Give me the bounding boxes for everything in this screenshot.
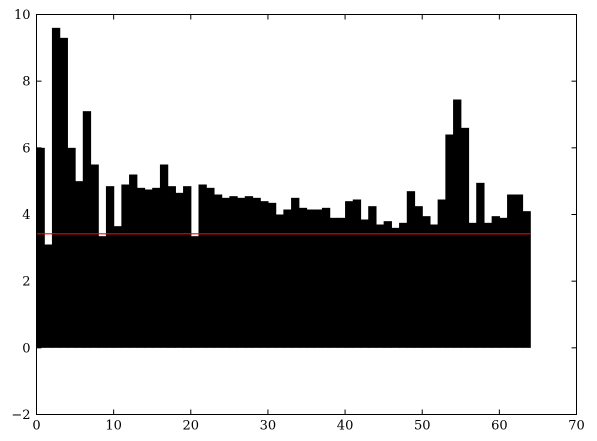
bar [406, 191, 416, 348]
bar [221, 197, 230, 348]
bar [190, 236, 200, 348]
bar [260, 201, 269, 348]
bar [321, 207, 331, 348]
bar [437, 199, 446, 348]
x-tick-label: 50 [414, 419, 431, 434]
y-tick-label: 8 [22, 75, 30, 90]
bar [422, 216, 431, 348]
bar [51, 27, 61, 348]
bar [244, 196, 254, 348]
bar-series [36, 27, 531, 348]
bar [159, 164, 169, 348]
bar [445, 134, 454, 348]
bar [375, 224, 385, 348]
bar [491, 216, 500, 348]
bar [144, 189, 153, 348]
bar [368, 206, 377, 348]
bar [291, 197, 300, 348]
bar [175, 192, 184, 348]
bar [213, 194, 223, 348]
bar [453, 99, 462, 348]
bar [314, 209, 323, 348]
bar [152, 187, 161, 348]
x-tick-label: 20 [183, 419, 200, 434]
x-tick-label: 60 [491, 419, 508, 434]
bar [36, 147, 45, 348]
x-tick-label: 40 [337, 419, 354, 434]
bar [98, 236, 107, 348]
bar [129, 174, 138, 348]
bar [329, 217, 338, 348]
x-axis: 0 10 20 30 40 50 60 70 [32, 14, 585, 434]
bar [306, 209, 315, 348]
bar [275, 214, 284, 348]
y-tick-label: 2 [22, 275, 30, 290]
bar [337, 217, 346, 348]
bar [345, 201, 354, 348]
bar [183, 186, 192, 348]
bar [44, 244, 53, 348]
bar [483, 222, 493, 348]
bar [476, 182, 485, 348]
bar [514, 194, 524, 348]
y-tick-label: 4 [22, 208, 30, 223]
bar [82, 111, 92, 348]
y-tick-label: 10 [14, 8, 31, 23]
x-tick-label: 30 [260, 419, 277, 434]
bar [252, 197, 261, 348]
bar [383, 221, 392, 348]
bar [507, 194, 516, 348]
bar [229, 196, 238, 348]
bar [283, 209, 292, 348]
bar [198, 184, 207, 348]
bar [136, 187, 146, 348]
bar [360, 219, 369, 348]
y-tick-label: 0 [22, 341, 30, 356]
bar [206, 187, 215, 348]
x-tick-label: 10 [105, 419, 122, 434]
bar [414, 206, 423, 348]
bar [167, 186, 176, 348]
bar [105, 186, 115, 348]
x-tick-label: 70 [568, 419, 585, 434]
bar [468, 222, 477, 348]
bar [399, 222, 408, 348]
y-tick-label: −2 [11, 408, 30, 423]
bar [429, 224, 439, 348]
x-tick-label: 0 [32, 419, 40, 434]
bar [121, 184, 130, 348]
bar [67, 147, 76, 348]
bar [90, 164, 99, 348]
y-tick-label: 6 [22, 141, 30, 156]
bar [499, 217, 508, 348]
bar [267, 202, 277, 348]
y-axis: −2 0 2 4 6 8 10 [11, 8, 577, 423]
bar [237, 197, 246, 348]
bar [460, 127, 470, 348]
bar [352, 199, 362, 348]
bar [298, 207, 308, 348]
bar [75, 181, 84, 348]
bar [113, 226, 122, 348]
bar [59, 37, 68, 348]
bar [522, 211, 531, 348]
bar [391, 227, 400, 348]
